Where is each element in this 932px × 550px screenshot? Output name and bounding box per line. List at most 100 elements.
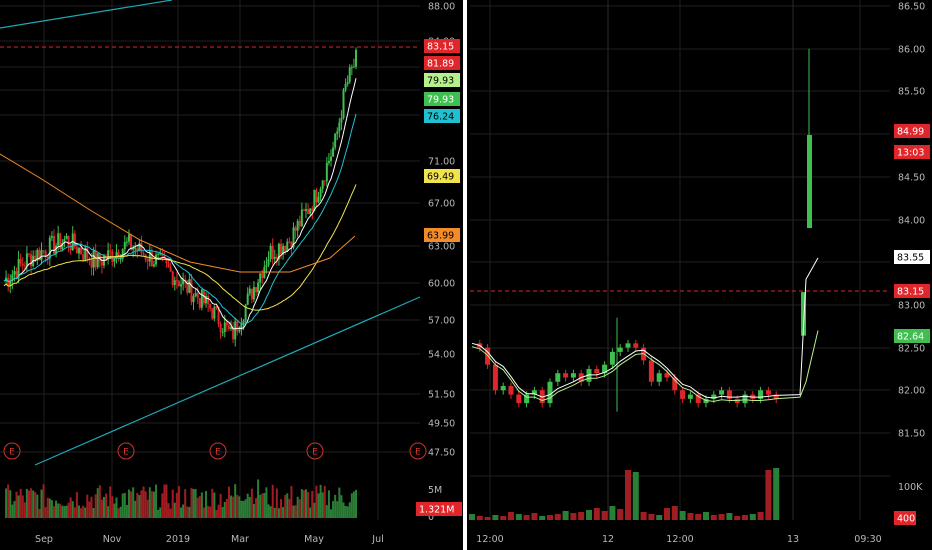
volume-bar (188, 506, 191, 518)
volume-bar (749, 514, 756, 520)
daily-candle-body (57, 233, 60, 246)
y-tick-label-left: 49.50 (428, 419, 455, 430)
daily-candle-body (194, 293, 197, 297)
daily-candle-body (107, 250, 110, 260)
x-tick-label-right: 13 (787, 534, 799, 545)
volume-bar (710, 515, 717, 520)
volume-bar (190, 488, 193, 518)
volume-bar (344, 505, 347, 518)
volume-bar (27, 490, 30, 518)
daily-candle-body (234, 321, 237, 340)
volume-bar (157, 509, 160, 518)
volume-bar (161, 493, 164, 518)
volume-bar (136, 492, 139, 518)
volume-bar (55, 500, 58, 518)
intraday-ma-green (471, 330, 819, 402)
volume-bar (523, 515, 530, 520)
volume-bar (632, 472, 639, 520)
volume-bar (248, 496, 251, 518)
volume-bar (325, 505, 328, 518)
intraday-candle-body (516, 394, 522, 404)
volume-bar (656, 515, 663, 520)
intraday-candle-body (602, 364, 608, 374)
volume-bar (554, 514, 561, 520)
intraday-candle-body (508, 386, 514, 395)
daily-candle-body (344, 83, 347, 90)
price-label-bg-left (424, 73, 460, 87)
volume-bar (703, 512, 709, 520)
volume-bar (23, 502, 26, 518)
daily-candle-body (355, 50, 357, 67)
daily-candle-body (155, 254, 158, 265)
volume-bar (15, 491, 18, 518)
volume-bar (267, 504, 270, 518)
volume-bar (259, 494, 262, 518)
daily-candle-body (152, 264, 155, 267)
intraday-candle-body (485, 347, 491, 365)
daily-candle-body (242, 320, 245, 325)
daily-candle-body (44, 250, 47, 257)
volume-bar (7, 484, 10, 518)
volume-bar (609, 506, 616, 520)
volume-bar (21, 495, 24, 518)
volume-bar (469, 514, 475, 520)
volume-bar (277, 508, 280, 518)
intraday-candle-body (695, 394, 701, 404)
daily-candle-body (157, 253, 160, 255)
volume-bar (484, 517, 491, 520)
volume-bar (244, 499, 247, 518)
daily-candle-body (240, 324, 243, 330)
volume-bar (165, 484, 168, 518)
ma-line-white (3, 78, 357, 330)
y-tick-label-right: 83.00 (898, 301, 925, 312)
intraday-candle-body (531, 390, 537, 395)
daily-candle-body (184, 279, 187, 281)
volume-bar (346, 506, 349, 518)
volume-bar (687, 513, 694, 520)
y-tick-label-left: 47.50 (428, 448, 455, 459)
trend-line-lower (34, 296, 421, 466)
volume-bar (86, 494, 89, 518)
daily-candle-body (40, 250, 43, 261)
volume-bar (282, 507, 285, 518)
volume-bar (130, 491, 133, 518)
volume-bar (625, 470, 631, 520)
daily-candles (5, 47, 357, 347)
volume-bar (340, 495, 343, 518)
daily-candle-body (275, 256, 278, 260)
price-label-right: 83.55 (897, 253, 924, 264)
volume-bar (75, 492, 78, 518)
y-tick-label-left: 60.00 (428, 279, 455, 290)
volume-bar (315, 485, 318, 518)
volume-bar (311, 490, 314, 518)
intraday-candle-body (625, 343, 631, 348)
volume-bar (46, 497, 49, 518)
volume-bar (269, 506, 272, 518)
volume-bar (127, 489, 130, 518)
volume-bar (221, 506, 224, 518)
daily-candle-body (86, 247, 89, 259)
volume-bar (350, 493, 353, 518)
volume-bar (25, 488, 28, 518)
volume-bar (261, 493, 264, 518)
daily-candle-body (130, 234, 133, 250)
y-tick-label-left: 71.00 (428, 157, 455, 168)
volume-bar (217, 504, 220, 518)
volume-bar (167, 503, 170, 518)
volume-bar (102, 496, 105, 518)
x-tick-label-left: May (304, 534, 324, 545)
volume-bar (319, 484, 322, 518)
daily-candle-body (77, 247, 80, 254)
daily-candle-body (92, 250, 95, 268)
daily-candle-body (169, 267, 172, 272)
daily-candle-body (336, 131, 339, 134)
daily-candle-body (277, 243, 280, 260)
x-tick-label-left: Sep (35, 534, 53, 545)
volume-bar (205, 490, 208, 518)
price-label-bg-right (894, 145, 930, 159)
daily-candle-body (330, 156, 333, 161)
volume-bar (100, 499, 103, 518)
earnings-marker-label: E (415, 448, 421, 458)
volume-bar (500, 516, 507, 520)
volume-bar (215, 509, 218, 518)
